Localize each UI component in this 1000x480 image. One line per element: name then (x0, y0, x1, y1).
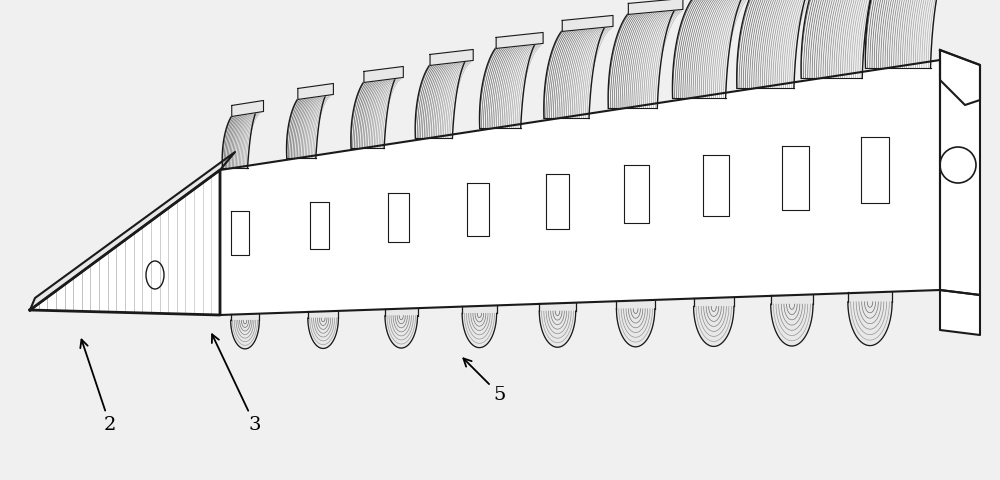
Polygon shape (703, 155, 729, 216)
Polygon shape (496, 33, 543, 48)
Polygon shape (388, 192, 409, 242)
Polygon shape (861, 137, 889, 204)
Polygon shape (694, 298, 734, 347)
Polygon shape (364, 66, 403, 83)
Polygon shape (546, 174, 569, 229)
Text: 2: 2 (80, 339, 116, 434)
Text: 3: 3 (212, 335, 261, 434)
Polygon shape (782, 146, 809, 210)
Polygon shape (310, 202, 329, 249)
Polygon shape (771, 295, 813, 346)
Polygon shape (624, 165, 649, 223)
Polygon shape (30, 170, 220, 315)
Polygon shape (220, 60, 940, 315)
Polygon shape (232, 100, 264, 117)
Polygon shape (539, 303, 576, 347)
Polygon shape (462, 306, 497, 348)
Polygon shape (628, 0, 683, 14)
Polygon shape (30, 152, 235, 310)
Polygon shape (562, 15, 613, 31)
Polygon shape (848, 292, 892, 346)
Polygon shape (308, 312, 338, 348)
Polygon shape (940, 50, 980, 295)
Polygon shape (940, 50, 980, 105)
Polygon shape (385, 309, 418, 348)
Polygon shape (298, 84, 333, 99)
Polygon shape (616, 300, 655, 347)
Polygon shape (231, 211, 249, 255)
Text: 5: 5 (463, 359, 506, 404)
Polygon shape (231, 314, 259, 349)
Polygon shape (467, 183, 489, 236)
Polygon shape (430, 49, 473, 65)
Polygon shape (940, 290, 980, 335)
